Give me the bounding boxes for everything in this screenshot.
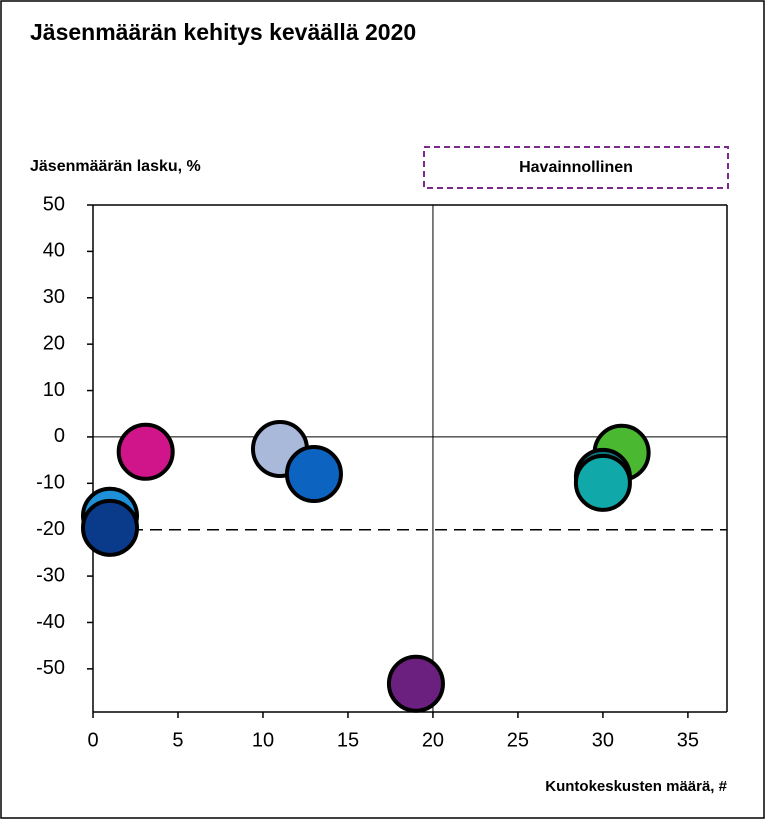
annotation-box xyxy=(423,146,729,189)
point xyxy=(386,654,445,713)
x-tick-label: 20 xyxy=(422,729,444,751)
point xyxy=(284,445,343,504)
y-tick-label: -30 xyxy=(36,564,65,586)
x-tick-label: 25 xyxy=(507,729,529,751)
y-tick-label: -50 xyxy=(36,657,65,679)
y-tick-label: 40 xyxy=(43,240,65,262)
y-tick-label: 20 xyxy=(43,332,65,354)
x-tick-label: 0 xyxy=(87,729,98,751)
x-axis-label: Kuntokeskusten määrä, # xyxy=(545,778,727,795)
point xyxy=(116,422,175,481)
y-tick-label: -40 xyxy=(36,611,65,633)
y-tick-label: 0 xyxy=(54,425,65,447)
y-tick-label: 50 xyxy=(43,193,65,215)
y-axis-label: Jäsenmäärän lasku, % xyxy=(30,158,201,175)
point xyxy=(80,498,139,557)
x-tick-label: 5 xyxy=(172,729,183,751)
x-tick-label: 30 xyxy=(592,729,614,751)
y-tick-label: -10 xyxy=(36,472,65,494)
y-tick-label: 30 xyxy=(43,286,65,308)
point xyxy=(573,453,632,512)
x-tick-label: 15 xyxy=(337,729,359,751)
y-tick-label: 10 xyxy=(43,379,65,401)
x-tick-label: 35 xyxy=(677,729,699,751)
y-tick-label: -20 xyxy=(36,518,65,540)
chart-title: Jäsenmäärän kehitys keväällä 2020 xyxy=(30,19,416,45)
annotation: Havainnollinen xyxy=(519,159,633,176)
x-tick-label: 10 xyxy=(252,729,274,751)
